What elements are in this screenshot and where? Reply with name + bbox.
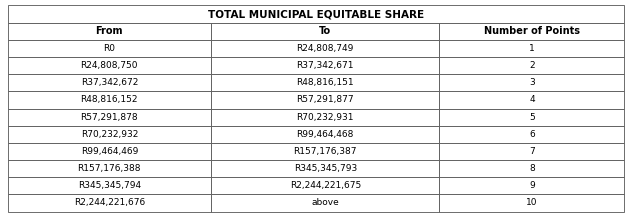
Text: R70,232,932: R70,232,932 <box>81 130 138 139</box>
Text: 4: 4 <box>529 95 535 104</box>
Bar <box>8 74 211 91</box>
Bar <box>8 5 624 23</box>
Text: R0: R0 <box>104 44 116 53</box>
Text: 6: 6 <box>529 130 535 139</box>
Text: From: From <box>95 26 123 36</box>
Text: R37,342,671: R37,342,671 <box>296 61 354 70</box>
Text: 5: 5 <box>529 113 535 122</box>
Bar <box>8 91 211 108</box>
Text: R157,176,388: R157,176,388 <box>78 164 141 173</box>
Bar <box>439 177 624 194</box>
Bar <box>211 57 439 74</box>
Bar <box>211 23 439 40</box>
Text: R57,291,877: R57,291,877 <box>296 95 354 104</box>
Text: 7: 7 <box>529 147 535 156</box>
Text: 8: 8 <box>529 164 535 173</box>
Text: R99,464,469: R99,464,469 <box>81 147 138 156</box>
Text: R99,464,468: R99,464,468 <box>296 130 354 139</box>
Text: 2: 2 <box>529 61 535 70</box>
Bar <box>8 108 211 126</box>
Bar <box>8 23 211 40</box>
Text: 3: 3 <box>529 78 535 87</box>
Bar <box>211 91 439 108</box>
Text: 10: 10 <box>526 199 538 207</box>
Text: To: To <box>319 26 331 36</box>
Bar <box>8 194 211 212</box>
Bar <box>211 108 439 126</box>
Text: R48,816,151: R48,816,151 <box>296 78 354 87</box>
Bar <box>439 143 624 160</box>
Bar <box>439 57 624 74</box>
Bar <box>211 126 439 143</box>
Text: Number of Points: Number of Points <box>484 26 580 36</box>
Bar <box>439 91 624 108</box>
Bar <box>439 108 624 126</box>
Text: R37,342,672: R37,342,672 <box>81 78 138 87</box>
Bar <box>439 40 624 57</box>
Bar <box>8 160 211 177</box>
Bar <box>439 126 624 143</box>
Text: R48,816,152: R48,816,152 <box>81 95 138 104</box>
Bar <box>211 160 439 177</box>
Bar <box>439 74 624 91</box>
Bar <box>8 126 211 143</box>
Text: R24,808,749: R24,808,749 <box>296 44 354 53</box>
Text: TOTAL MUNICIPAL EQUITABLE SHARE: TOTAL MUNICIPAL EQUITABLE SHARE <box>208 9 424 19</box>
Bar <box>8 40 211 57</box>
Bar <box>211 74 439 91</box>
Bar <box>8 143 211 160</box>
Bar <box>211 194 439 212</box>
Text: R57,291,878: R57,291,878 <box>80 113 138 122</box>
Text: R2,244,221,676: R2,244,221,676 <box>74 199 145 207</box>
Text: R24,808,750: R24,808,750 <box>81 61 138 70</box>
Text: 1: 1 <box>529 44 535 53</box>
Text: R345,345,793: R345,345,793 <box>294 164 357 173</box>
Text: R70,232,931: R70,232,931 <box>296 113 354 122</box>
Text: R345,345,794: R345,345,794 <box>78 181 141 190</box>
Text: R2,244,221,675: R2,244,221,675 <box>289 181 361 190</box>
Text: above: above <box>312 199 339 207</box>
Text: R157,176,387: R157,176,387 <box>293 147 357 156</box>
Text: 9: 9 <box>529 181 535 190</box>
Bar <box>211 177 439 194</box>
Bar <box>439 194 624 212</box>
Bar <box>211 40 439 57</box>
Bar <box>439 23 624 40</box>
Bar <box>439 160 624 177</box>
Bar <box>211 143 439 160</box>
Bar <box>8 57 211 74</box>
Bar <box>8 177 211 194</box>
